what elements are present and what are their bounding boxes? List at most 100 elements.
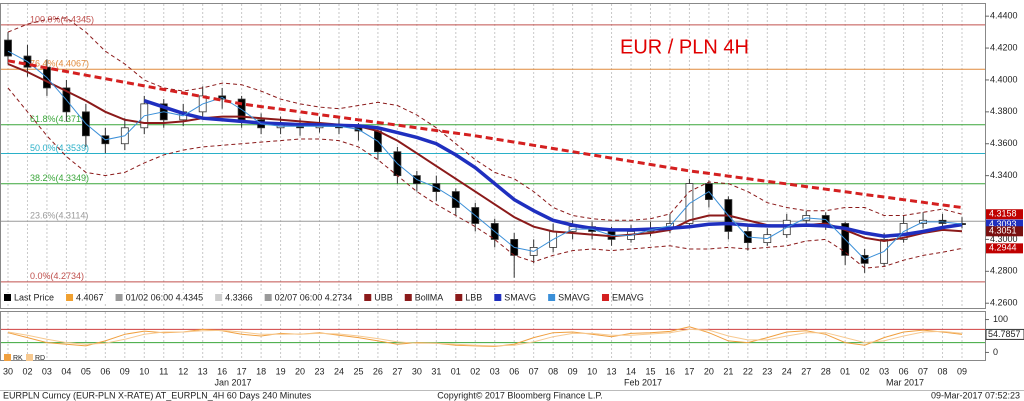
legend-background	[1, 293, 561, 304]
x-tick-label: 20	[704, 366, 714, 376]
legend-label: Last Price	[14, 292, 54, 302]
price-tag	[986, 209, 1023, 220]
x-tick-label: 09	[568, 366, 578, 376]
x-tick-label: 27	[801, 366, 811, 376]
x-tick-label: 03	[879, 366, 889, 376]
x-tick-label: 07	[529, 366, 539, 376]
price-tag	[986, 226, 1023, 237]
x-tick-label: 06	[899, 366, 909, 376]
x-tick-label: 16	[665, 366, 675, 376]
x-tick-label: 08	[548, 366, 558, 376]
legend-swatch	[601, 294, 609, 301]
legend-label: BollMA	[415, 292, 444, 302]
y-tick-label: 4.4000	[990, 74, 1018, 84]
x-tick-label: 31	[431, 366, 441, 376]
x-tick-label: 30	[3, 366, 13, 376]
overlay-line	[7, 59, 963, 209]
legend-label: EMAVG	[612, 292, 644, 302]
legend-swatch	[455, 294, 463, 301]
x-tick-label: 03	[42, 366, 52, 376]
y-tick-label: 4.3000	[990, 234, 1018, 244]
x-tick-label: 02	[22, 366, 32, 376]
footer-center: Copyright© 2017 Bloomberg Finance L.P.	[437, 390, 603, 400]
y-tick-label: 0	[993, 347, 998, 357]
legend-swatch	[4, 294, 11, 301]
month-label: Feb 2017	[624, 377, 662, 387]
x-tick-label: 01	[451, 366, 461, 376]
y-tick-label: 4.2800	[990, 266, 1018, 276]
x-tick-label: 15	[645, 366, 655, 376]
legend-note: 4.3366	[225, 292, 253, 302]
x-tick-label: 01	[840, 366, 850, 376]
oscillator-line	[7, 328, 963, 347]
y-tick-label: 4.2600	[990, 298, 1018, 308]
fib-label: 61.8%(4.3719)	[30, 114, 89, 124]
x-tick-label: 02	[470, 366, 480, 376]
legend: Last Price 4.4067 01/02 06:00 4.4345 4.3366…	[4, 292, 644, 362]
x-tick-label: 18	[256, 366, 266, 376]
overlay-line	[143, 99, 963, 238]
fib-label: 76.4%(4.4067)	[30, 59, 89, 69]
fib-label: 0.0%(4.2734)	[30, 271, 84, 281]
legend-swatch	[494, 294, 502, 301]
overlay-line	[7, 50, 963, 260]
legend-label: LBB	[465, 292, 482, 302]
legend-note: 01/02 06:00 4.4345	[126, 292, 204, 302]
price-tag	[986, 243, 1023, 254]
x-tick-label: 09	[957, 366, 967, 376]
x-tick-label: 06	[100, 366, 110, 376]
x-tick-label: 13	[198, 366, 208, 376]
x-tick-label: 23	[762, 366, 772, 376]
x-tick-label: 17	[684, 366, 694, 376]
x-tick-label: 10	[139, 366, 149, 376]
x-tick-label: 24	[334, 366, 344, 376]
legend-swatch	[66, 294, 74, 301]
fib-label: 100.0%(4.4345)	[30, 14, 94, 24]
legend-swatch	[4, 354, 11, 361]
x-tick-label: 20	[295, 366, 305, 376]
oscillator-line	[7, 326, 963, 348]
x-tick-label: 06	[509, 366, 519, 376]
footer-right: 09-Mar-2017 07:52:23	[931, 390, 1020, 400]
x-tick-label: 04	[61, 366, 71, 376]
y-tick-label: 4.4400	[990, 11, 1018, 21]
x-tick-label: 21	[723, 366, 733, 376]
price-tag-label: 4.3051	[989, 226, 1017, 236]
y-tick-label: 4.3600	[990, 138, 1018, 148]
price-tag-label: 4.3093	[989, 219, 1017, 229]
legend-swatch	[404, 294, 412, 301]
y-tick-label: 4.3800	[990, 106, 1018, 116]
x-tick-label: 26	[373, 366, 383, 376]
legend-swatch	[26, 354, 33, 361]
x-tick-label: 22	[743, 366, 753, 376]
candle-body	[4, 39, 12, 57]
price-tag-label: 4.2944	[989, 243, 1017, 253]
price-tag	[986, 219, 1023, 230]
plot-layer: 30 02 03 04 05 06 09 10 11 12 13 16 17 18 19 20 23 24 25 26…	[1, 11, 1024, 387]
legend-label: SMAVG	[504, 292, 536, 302]
fib-label: 38.2%(4.3349)	[30, 173, 89, 183]
chart-title: EUR / PLN 4H	[620, 36, 749, 58]
x-tick-label: 10	[587, 366, 597, 376]
month-label: Jan 2017	[214, 377, 251, 387]
x-tick-label: 23	[315, 366, 325, 376]
grid	[7, 4, 963, 360]
legend-label: RK	[13, 355, 23, 362]
month-label: Mar 2017	[886, 377, 924, 387]
overlay-line	[7, 17, 963, 221]
x-tick-label: 07	[918, 366, 928, 376]
x-tick-label: 03	[490, 366, 500, 376]
value-tag-label: 54.7857	[988, 329, 1021, 339]
fib-label: 23.6%(4.3114)	[30, 211, 88, 221]
legend-swatch	[215, 294, 223, 301]
x-tick-label: 28	[821, 366, 831, 376]
value-tag	[985, 328, 1024, 340]
overlay-line	[7, 87, 963, 269]
x-tick-label: 09	[120, 366, 130, 376]
legend-label: SMAVG	[558, 292, 590, 302]
x-tick-label: 13	[607, 366, 617, 376]
x-tick-label: 16	[217, 366, 227, 376]
x-tick-label: 30	[412, 366, 422, 376]
